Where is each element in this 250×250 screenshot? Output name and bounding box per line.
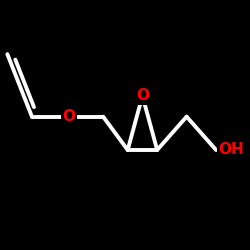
Text: O: O <box>62 109 75 124</box>
Text: O: O <box>136 88 149 103</box>
Text: OH: OH <box>218 142 244 158</box>
